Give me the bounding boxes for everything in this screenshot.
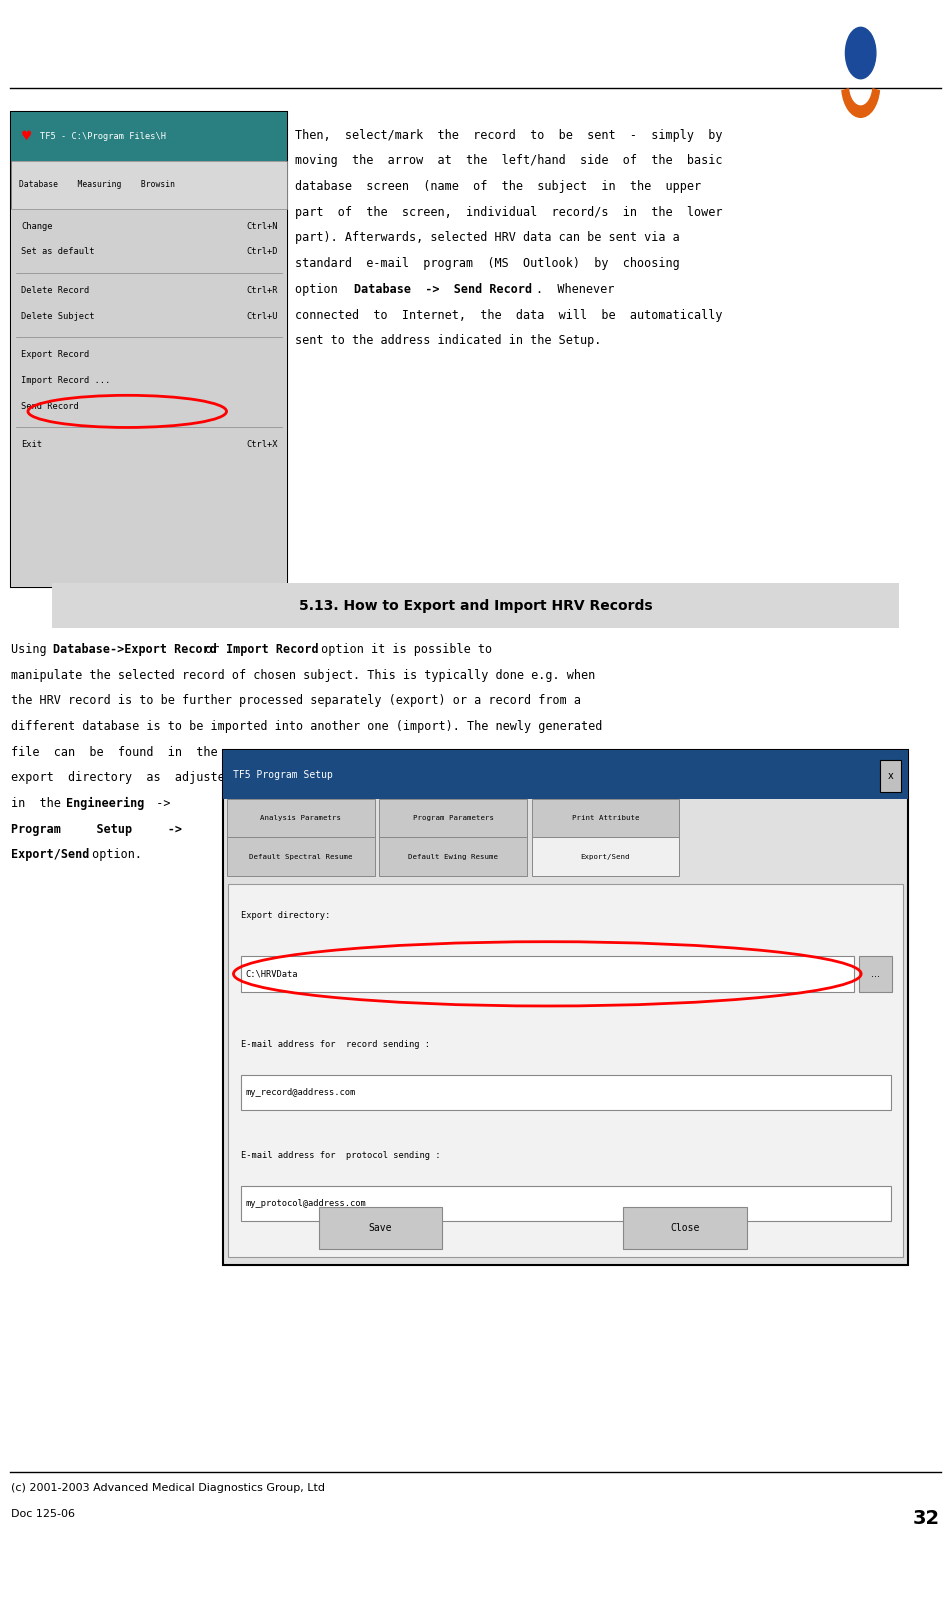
Text: connected  to  Internet,  the  data  will  be  automatically: connected to Internet, the data will be … <box>295 309 723 321</box>
Text: Database  ->  Send Record: Database -> Send Record <box>354 283 532 296</box>
Text: standard  e-mail  program  (MS  Outlook)  by  choosing: standard e-mail program (MS Outlook) by … <box>295 257 680 270</box>
Text: sent to the address indicated in the Setup.: sent to the address indicated in the Set… <box>295 334 601 347</box>
Text: my_record@address.com: my_record@address.com <box>245 1088 356 1098</box>
Text: moving  the  arrow  at  the  left/hand  side  of  the  basic: moving the arrow at the left/hand side o… <box>295 154 723 167</box>
Text: Set as default: Set as default <box>21 247 94 257</box>
Text: manipulate the selected record of chosen subject. This is typically done e.g. wh: manipulate the selected record of chosen… <box>11 669 595 681</box>
Text: the HRV record is to be further processed separately (export) or a record from a: the HRV record is to be further processe… <box>11 694 581 707</box>
Text: file  can  be  found  in  the: file can be found in the <box>11 746 218 759</box>
Text: Analysis Parametrs: Analysis Parametrs <box>261 815 341 821</box>
Text: Exit: Exit <box>21 440 42 450</box>
FancyBboxPatch shape <box>223 750 908 1265</box>
FancyBboxPatch shape <box>319 1207 442 1249</box>
Text: ...: ... <box>871 969 880 979</box>
FancyBboxPatch shape <box>859 956 892 992</box>
FancyBboxPatch shape <box>11 112 287 161</box>
Text: Ctrl+D: Ctrl+D <box>246 247 278 257</box>
Text: Send Record: Send Record <box>21 402 79 411</box>
Text: Default Ewing Resume: Default Ewing Resume <box>408 853 498 860</box>
Circle shape <box>845 27 876 79</box>
FancyBboxPatch shape <box>241 1186 891 1221</box>
Text: Delete Subject: Delete Subject <box>21 312 94 321</box>
Text: Print Attribute: Print Attribute <box>572 815 639 821</box>
Text: or: or <box>198 643 226 656</box>
FancyBboxPatch shape <box>379 837 527 876</box>
FancyBboxPatch shape <box>11 209 287 587</box>
Wedge shape <box>842 88 880 117</box>
FancyBboxPatch shape <box>532 799 679 837</box>
Text: Delete Record: Delete Record <box>21 286 89 296</box>
Text: x: x <box>887 771 893 781</box>
FancyBboxPatch shape <box>227 799 375 837</box>
Text: Export directory:: Export directory: <box>241 911 330 921</box>
Text: part  of  the  screen,  individual  record/s  in  the  lower: part of the screen, individual record/s … <box>295 206 723 219</box>
Text: option it is possible to: option it is possible to <box>314 643 492 656</box>
Text: Close: Close <box>670 1223 699 1233</box>
Text: (c) 2001-2003 Advanced Medical Diagnostics Group, Ltd: (c) 2001-2003 Advanced Medical Diagnosti… <box>11 1483 325 1493</box>
Text: Export/Send: Export/Send <box>580 853 631 860</box>
FancyBboxPatch shape <box>52 583 899 628</box>
Text: Import Record: Import Record <box>226 643 319 656</box>
Text: different database is to be imported into another one (import). The newly genera: different database is to be imported int… <box>11 720 603 733</box>
Text: .  Whenever: . Whenever <box>536 283 614 296</box>
FancyBboxPatch shape <box>241 1075 891 1110</box>
Text: Ctrl+X: Ctrl+X <box>246 440 278 450</box>
Text: Database->Export Record: Database->Export Record <box>53 643 217 656</box>
FancyBboxPatch shape <box>623 1207 747 1249</box>
Text: Export/Send: Export/Send <box>11 848 89 861</box>
Text: ->: -> <box>142 797 170 810</box>
Text: TF5 - C:\Program Files\H: TF5 - C:\Program Files\H <box>40 132 165 141</box>
FancyBboxPatch shape <box>228 884 903 1257</box>
Text: E-mail address for  record sending :: E-mail address for record sending : <box>241 1040 430 1049</box>
Text: Database    Measuring    Browsin: Database Measuring Browsin <box>19 180 175 190</box>
Text: Program Parameters: Program Parameters <box>413 815 494 821</box>
Text: Program     Setup     ->: Program Setup -> <box>11 823 183 836</box>
FancyBboxPatch shape <box>227 837 375 876</box>
Text: 32: 32 <box>912 1509 940 1528</box>
FancyBboxPatch shape <box>241 956 854 992</box>
Text: Save: Save <box>369 1223 392 1233</box>
Text: option: option <box>295 283 352 296</box>
Text: Doc 125-06: Doc 125-06 <box>11 1509 75 1519</box>
Text: Default Spectral Resume: Default Spectral Resume <box>249 853 353 860</box>
Text: database  screen  (name  of  the  subject  in  the  upper: database screen (name of the subject in … <box>295 180 701 193</box>
Text: Import Record ...: Import Record ... <box>21 376 110 386</box>
Text: TF5 Program Setup: TF5 Program Setup <box>233 770 333 779</box>
FancyBboxPatch shape <box>11 112 287 587</box>
Text: 5.13. How to Export and Import HRV Records: 5.13. How to Export and Import HRV Recor… <box>299 599 652 612</box>
Text: Ctrl+R: Ctrl+R <box>246 286 278 296</box>
Text: export  directory  as  adjusted: export directory as adjusted <box>11 771 232 784</box>
Text: Engineering: Engineering <box>66 797 144 810</box>
Text: Export Record: Export Record <box>21 350 89 360</box>
FancyBboxPatch shape <box>223 750 908 799</box>
FancyBboxPatch shape <box>379 799 527 837</box>
Text: Using: Using <box>11 643 61 656</box>
Text: Ctrl+N: Ctrl+N <box>246 222 278 231</box>
Text: part). Afterwards, selected HRV data can be sent via a: part). Afterwards, selected HRV data can… <box>295 231 680 244</box>
Text: E-mail address for  protocol sending :: E-mail address for protocol sending : <box>241 1151 440 1160</box>
Text: Then,  select/mark  the  record  to  be  sent  -  simply  by: Then, select/mark the record to be sent … <box>295 129 723 141</box>
Text: option.: option. <box>85 848 142 861</box>
Text: Ctrl+U: Ctrl+U <box>246 312 278 321</box>
Text: my_protocol@address.com: my_protocol@address.com <box>245 1199 366 1208</box>
FancyBboxPatch shape <box>880 760 901 792</box>
Text: Change: Change <box>21 222 52 231</box>
FancyBboxPatch shape <box>532 837 679 876</box>
Text: C:\HRVData: C:\HRVData <box>245 969 298 979</box>
Text: in  the: in the <box>11 797 75 810</box>
FancyBboxPatch shape <box>11 161 287 209</box>
Text: ♥: ♥ <box>21 130 32 143</box>
